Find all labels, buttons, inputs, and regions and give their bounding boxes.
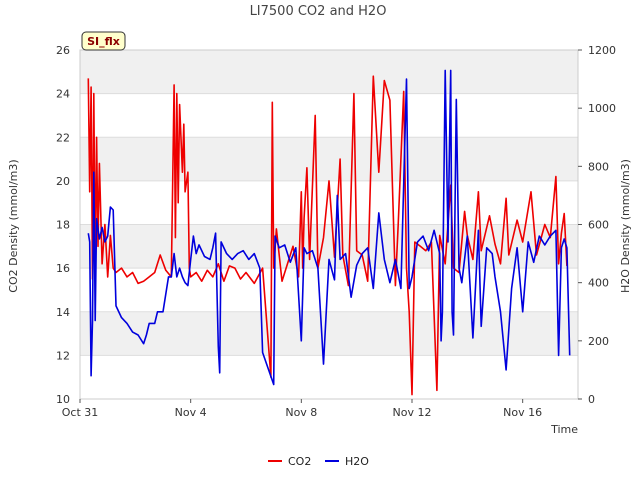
x-tick-label: Oct 31 bbox=[62, 406, 99, 419]
background-band bbox=[80, 50, 578, 94]
site-badge: SI_flx bbox=[81, 31, 126, 51]
right-y-tick-label: 600 bbox=[588, 219, 609, 232]
right-y-tick-label: 400 bbox=[588, 277, 609, 290]
chart-title: LI7500 CO2 and H2O bbox=[250, 4, 387, 19]
right-y-axis-ticks: 0 200 400 600 800 1000 1200 bbox=[578, 44, 616, 406]
left-y-axis-ticks: 10 12 14 16 18 20 22 24 26 bbox=[56, 44, 70, 406]
series-line-h2o bbox=[87, 69, 571, 386]
background-band bbox=[80, 311, 578, 356]
series-lines bbox=[87, 69, 571, 396]
x-axis-label: Time bbox=[550, 423, 578, 436]
right-y-tick-label: 200 bbox=[588, 335, 609, 348]
right-y-tick-label: 1200 bbox=[588, 44, 616, 57]
left-y-tick-label: 14 bbox=[56, 306, 70, 319]
x-tick-label: Nov 4 bbox=[175, 406, 207, 419]
x-tick-label: Nov 16 bbox=[503, 406, 542, 419]
right-y-axis-label: H2O Density (mmol/m3) bbox=[619, 159, 632, 293]
left-y-tick-label: 16 bbox=[56, 262, 70, 275]
left-y-tick-label: 10 bbox=[56, 393, 70, 406]
x-axis-ticks: Oct 31 Nov 4 Nov 8 Nov 12 Nov 16 bbox=[62, 399, 542, 419]
x-tick-label: Nov 12 bbox=[393, 406, 432, 419]
legend: CO2 H2O bbox=[268, 455, 369, 468]
right-y-tick-label: 1000 bbox=[588, 102, 616, 115]
left-y-tick-label: 24 bbox=[56, 88, 70, 101]
background-bands bbox=[80, 50, 578, 356]
left-y-tick-label: 22 bbox=[56, 131, 70, 144]
right-y-tick-label: 800 bbox=[588, 160, 609, 173]
x-tick-label: Nov 8 bbox=[285, 406, 317, 419]
left-y-axis-label: CO2 Density (mmol/m3) bbox=[7, 159, 20, 292]
left-y-tick-label: 12 bbox=[56, 349, 70, 362]
site-badge-label: SI_flx bbox=[87, 35, 120, 48]
background-band bbox=[80, 137, 578, 181]
legend-co2-label: CO2 bbox=[288, 455, 311, 468]
legend-h2o-label: H2O bbox=[345, 455, 369, 468]
gridlines bbox=[80, 49, 578, 400]
left-y-tick-label: 18 bbox=[56, 219, 70, 232]
left-y-tick-label: 20 bbox=[56, 175, 70, 188]
left-y-tick-label: 26 bbox=[56, 44, 70, 57]
right-y-tick-label: 0 bbox=[588, 393, 595, 406]
